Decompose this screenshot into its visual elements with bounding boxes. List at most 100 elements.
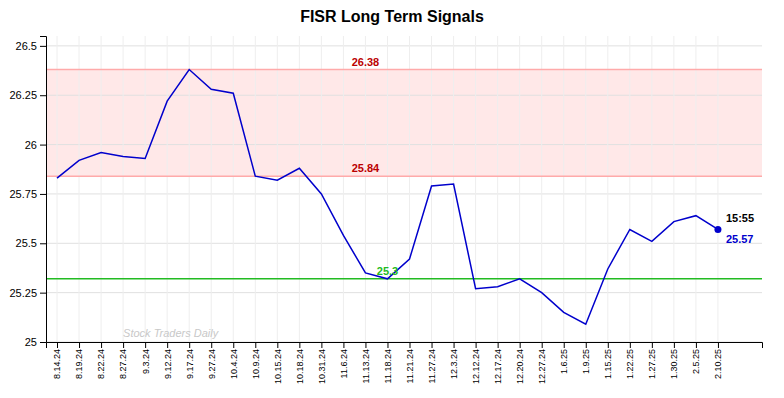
x-tick-label: 10.18.24 [295, 349, 305, 384]
x-tick: 11.27.24 [427, 342, 437, 383]
x-tick: 12.27.24 [537, 342, 547, 384]
grid-line-x [101, 36, 102, 342]
x-tick: 9.17.24 [185, 342, 195, 379]
x-tick: 12.12.24 [471, 342, 481, 384]
annotations: FISR Long Term Signals26.3825.8425.315:5… [123, 8, 754, 339]
x-tick: 10.18.24 [295, 342, 305, 384]
x-tick-mark [145, 342, 146, 348]
y-tick-label: 26.5 [16, 40, 37, 52]
x-tick: 12.20.24 [515, 342, 525, 384]
x-tick: 10.31.24 [317, 342, 327, 384]
x-tick-mark [189, 342, 190, 348]
grid-line-x [57, 36, 58, 342]
grid-line-x [673, 36, 674, 342]
x-tick: 1.22.25 [625, 342, 635, 379]
x-tick-mark [321, 342, 322, 348]
y-tick: 26 [25, 139, 46, 151]
reference-label: 26.38 [352, 56, 380, 68]
x-tick-label: 9.3.24 [141, 349, 151, 374]
grid-line-x [409, 36, 410, 342]
y-tick: 25 [25, 336, 46, 348]
y-tick-label: 25.75 [9, 188, 37, 200]
x-tick-label: 10.15.24 [273, 349, 283, 384]
y-tick-label: 26 [25, 139, 37, 151]
grid-line-y [46, 45, 762, 46]
grid-line-x [277, 36, 278, 342]
x-tick-label: 10.4.24 [229, 349, 239, 379]
x-tick: 12.3.24 [449, 342, 459, 379]
x-tick-label: 1.6.25 [559, 349, 569, 374]
x-tick-label: 10.9.24 [251, 349, 261, 379]
x-tick: 2.5.25 [691, 342, 701, 374]
x-tick: 1.15.25 [603, 342, 613, 379]
x-tick-mark [718, 342, 719, 348]
end-time-label: 15:55 [726, 212, 754, 224]
x-tick: 8.19.24 [74, 342, 84, 379]
x-tick-label: 12.12.24 [471, 349, 481, 384]
x-tick-label: 12.20.24 [515, 349, 525, 384]
x-tick-label: 1.9.25 [581, 349, 591, 374]
x-axis: 8.14.248.19.248.22.248.27.249.3.249.12.2… [47, 342, 763, 384]
x-tick-label: 2.5.25 [691, 349, 701, 374]
grid-line-y [46, 95, 762, 96]
x-tick-label: 8.19.24 [74, 349, 84, 379]
x-tick-mark [454, 342, 455, 348]
grid-line-y [46, 292, 762, 293]
x-tick-mark [520, 342, 521, 348]
x-tick-mark [652, 342, 653, 348]
grid-line-x [211, 36, 212, 342]
y-axis-line [40, 37, 47, 343]
grid [46, 36, 762, 342]
x-tick-mark [277, 342, 278, 348]
grid-line-x [717, 36, 718, 342]
x-tick-mark [387, 342, 388, 348]
grid-line-x [321, 36, 322, 342]
grid-line-x [167, 36, 168, 342]
reference-line [46, 278, 762, 280]
x-tick-label: 9.12.24 [163, 349, 173, 379]
x-tick: 9.12.24 [163, 342, 173, 379]
x-tick-mark [432, 342, 433, 348]
x-tick-mark [365, 342, 366, 348]
y-tick-mark [40, 145, 46, 146]
y-tick: 25.5 [16, 237, 46, 249]
y-tick-mark [40, 243, 46, 244]
x-tick: 1.9.25 [581, 342, 591, 374]
x-tick-label: 11.6.24 [339, 349, 349, 378]
x-tick-mark [542, 342, 543, 348]
x-axis-line [47, 343, 763, 349]
reference-line [46, 69, 762, 71]
y-axis: 2525.2525.525.752626.2526.5 [9, 37, 46, 349]
x-tick-label: 12.17.24 [493, 349, 503, 384]
x-tick-label: 9.17.24 [185, 349, 195, 379]
band-layer [46, 70, 762, 177]
grid-line-x [497, 36, 498, 342]
x-tick-label: 11.13.24 [361, 349, 371, 383]
y-tick-label: 25.25 [9, 287, 37, 299]
x-tick: 1.6.25 [559, 342, 569, 374]
x-tick-label: 8.22.24 [96, 349, 106, 379]
x-tick-label: 1.15.25 [603, 349, 613, 379]
x-tick-mark [476, 342, 477, 348]
y-tick-mark [40, 46, 46, 47]
grid-line-x [145, 36, 146, 342]
x-tick-mark [101, 342, 102, 348]
chart: 8.14.248.19.248.22.248.27.249.3.249.12.2… [0, 0, 784, 398]
grid-line-x [233, 36, 234, 342]
grid-line-x [695, 36, 696, 342]
grid-line-x [519, 36, 520, 342]
grid-line-x [123, 36, 124, 342]
y-tick-label: 25 [25, 336, 37, 348]
y-tick: 25.25 [9, 287, 46, 299]
x-tick-mark [696, 342, 697, 348]
x-tick: 9.3.24 [141, 342, 151, 374]
y-tick-mark [40, 95, 46, 96]
x-tick-mark [674, 342, 675, 348]
grid-line-y [46, 193, 762, 194]
grid-line-x [299, 36, 300, 342]
x-tick-label: 1.30.25 [669, 349, 679, 379]
y-tick-mark [40, 293, 46, 294]
x-tick-label: 9.27.24 [207, 349, 217, 379]
x-tick-label: 8.14.24 [52, 349, 62, 379]
x-tick-label: 11.18.24 [383, 349, 393, 383]
